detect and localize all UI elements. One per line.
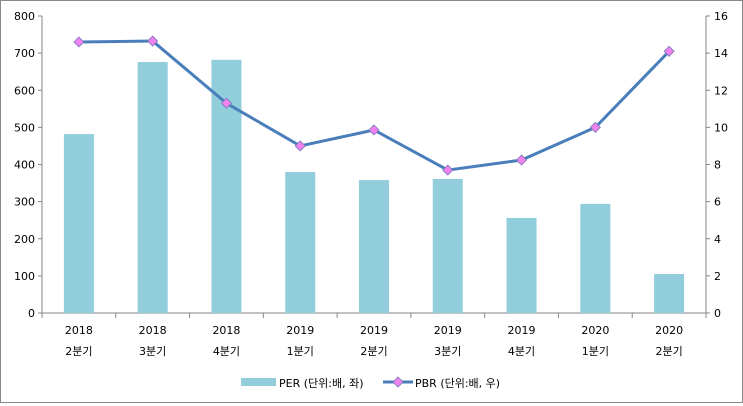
per-bar (137, 62, 168, 313)
x-tick-label-quarter: 2분기 (360, 345, 387, 358)
pbr-marker (589, 121, 601, 133)
per-bar (359, 180, 389, 313)
x-tick-label-quarter: 3분기 (139, 345, 166, 358)
x-tick-label-quarter: 1분기 (582, 345, 609, 358)
x-tick-label-quarter: 4분기 (508, 345, 535, 358)
right-tick-label: 0 (714, 307, 721, 320)
x-tick-label-year: 2018 (65, 324, 93, 337)
left-tick-label: 800 (14, 10, 35, 23)
left-tick-label: 600 (14, 84, 35, 97)
per-bar (285, 171, 316, 313)
left-tick-label: 500 (14, 121, 35, 134)
pbr-marker (220, 97, 233, 109)
x-tick-label-year: 2019 (508, 324, 536, 337)
left-tick-label: 700 (14, 47, 35, 60)
pbr-marker (73, 36, 85, 48)
pbr-marker (147, 35, 159, 47)
x-tick-label-year: 2019 (434, 324, 462, 337)
pbr-marker (515, 154, 528, 166)
right-tick-label: 10 (714, 121, 728, 134)
pbr-marker (294, 140, 306, 152)
left-tick-label: 300 (14, 196, 35, 209)
per-bar (506, 217, 537, 313)
right-tick-label: 2 (714, 270, 721, 283)
x-tick-label-year: 2018 (212, 324, 240, 337)
legend-pbr-label: PBR (단위:배, 우) (415, 377, 500, 390)
left-tick-label: 0 (28, 307, 35, 320)
x-tick-label-year: 2020 (581, 324, 609, 337)
right-tick-label: 16 (714, 10, 728, 23)
legend-pbr-marker (392, 376, 404, 388)
right-tick-label: 6 (714, 196, 721, 209)
right-tick-label: 8 (714, 159, 721, 172)
x-tick-label-year: 2019 (286, 324, 314, 337)
right-tick-label: 14 (714, 47, 728, 60)
left-tick-label: 100 (14, 270, 35, 283)
x-tick-label-year: 2019 (360, 324, 388, 337)
left-tick-label: 400 (14, 159, 35, 172)
right-tick-label: 12 (714, 84, 728, 97)
x-tick-label-quarter: 1분기 (287, 345, 314, 358)
pbr-marker (663, 45, 675, 57)
x-tick-label-year: 2018 (139, 324, 167, 337)
per-bar (654, 274, 685, 313)
pbr-marker (368, 124, 380, 136)
per-bar (432, 178, 463, 313)
per-bar (580, 203, 611, 313)
x-tick-label-year: 2020 (655, 324, 683, 337)
pbr-marker (442, 164, 454, 176)
x-tick-label-quarter: 3분기 (434, 345, 461, 358)
per-bar (63, 134, 94, 313)
x-tick-label-quarter: 2분기 (65, 345, 92, 358)
legend-per-swatch (241, 378, 276, 386)
legend-per-label: PER (단위:배, 좌) (279, 377, 364, 390)
left-tick-label: 200 (14, 233, 35, 246)
right-tick-label: 4 (714, 233, 721, 246)
x-tick-label-quarter: 4분기 (213, 345, 240, 358)
x-tick-label-quarter: 2분기 (655, 345, 682, 358)
